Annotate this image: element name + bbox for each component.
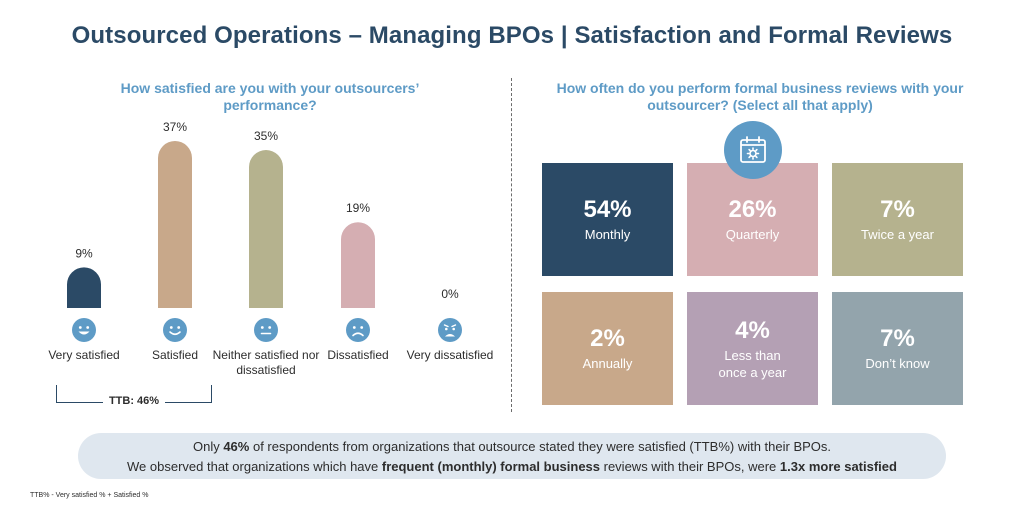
footnote: TTB% - Very satisfied % + Satisfied % [30,492,149,499]
bar-value-label: 19% [346,201,370,215]
ttb-label: TTB: 46% [56,395,212,407]
callout-line1-post: of respondents from organizations that o… [249,439,832,454]
tile-monthly: 54% Monthly [542,163,673,276]
very-dissatisfied-face-icon [438,318,462,342]
satisfaction-bar-chart: 9% 37% 35% 19% 0% [67,120,459,308]
bar-very-satisfied [67,267,101,308]
callout-line1-pre: Only [192,439,224,454]
category-label-satisfied: Satisfied [151,348,199,362]
category-label-very-satisfied: Very satisfied [48,348,120,362]
key-finding-callout: Only 46% of respondents from organizatio… [78,433,946,479]
tile-less-than-once-label-line2: once a year [718,364,787,380]
callout-line-1: Only 46% of respondents from organizatio… [78,437,946,457]
bar-satisfied [158,141,192,308]
callout-line2-bold2: 1.3x more satisfied [779,459,897,474]
category-label-dissatisfied: Dissatisfied [327,348,389,362]
neutral-face-icon [254,318,278,342]
tile-dont-know-label: Don’t know [865,356,930,371]
tile-annually: 2% Annually [542,292,673,405]
section-divider [511,78,512,412]
review-frequency-question: How often do you perform formal business… [556,80,964,113]
tile-dont-know-percent: 7% [880,325,915,352]
callout-line-2: We observed that organizations which hav… [78,457,946,477]
tile-twice-a-year-label: Twice a year [861,227,934,242]
tile-dont-know: 7% Don’t know [832,292,963,405]
tile-quarterly-percent: 26% [728,196,777,223]
callout-line2-pre: We observed that organizations which hav… [127,459,382,474]
tile-monthly-percent: 54% [583,196,632,223]
dissatisfied-face-icon [346,318,370,342]
calendar-gear-icon [724,121,782,179]
bar-neither-satisfied-nor-dissatisfied [249,150,283,308]
bar-value-label: 37% [163,120,187,134]
bar-value-label: 35% [254,129,278,143]
callout-line2-bold: frequent (monthly) formal business [381,459,601,474]
tile-quarterly: 26% Quarterly [687,163,818,276]
satisfaction-question: How satisfied are you with your outsourc… [120,80,420,113]
tile-quarterly-label: Quarterly [725,227,780,242]
callout-line1-bold: 46% [223,439,250,454]
category-label-neither: Neither satisfied nor dissatisfied [212,348,320,377]
satisfied-face-icon [163,318,187,342]
callout-line2-mid: reviews with their BPOs, were [600,459,780,474]
bar-dissatisfied [341,222,375,308]
tile-twice-a-year: 7% Twice a year [832,163,963,276]
category-label-very-dissatisfied: Very dissatisfied [406,348,494,362]
page-title: Outsourced Operations – Managing BPOs | … [71,22,953,49]
bar-value-label: 9% [75,246,93,260]
tile-annually-label: Annually [582,356,633,371]
bar-value-label: 0% [441,287,459,301]
very-satisfied-face-icon [72,318,96,342]
tile-monthly-label: Monthly [584,227,631,242]
tile-less-than-once-percent: 4% [735,316,770,344]
tile-annually-percent: 2% [590,325,625,352]
tile-less-than-once-a-year: 4% Less than once a year [687,292,818,405]
tile-twice-a-year-percent: 7% [880,196,915,223]
tile-less-than-once-label-line1: Less than [724,347,781,363]
